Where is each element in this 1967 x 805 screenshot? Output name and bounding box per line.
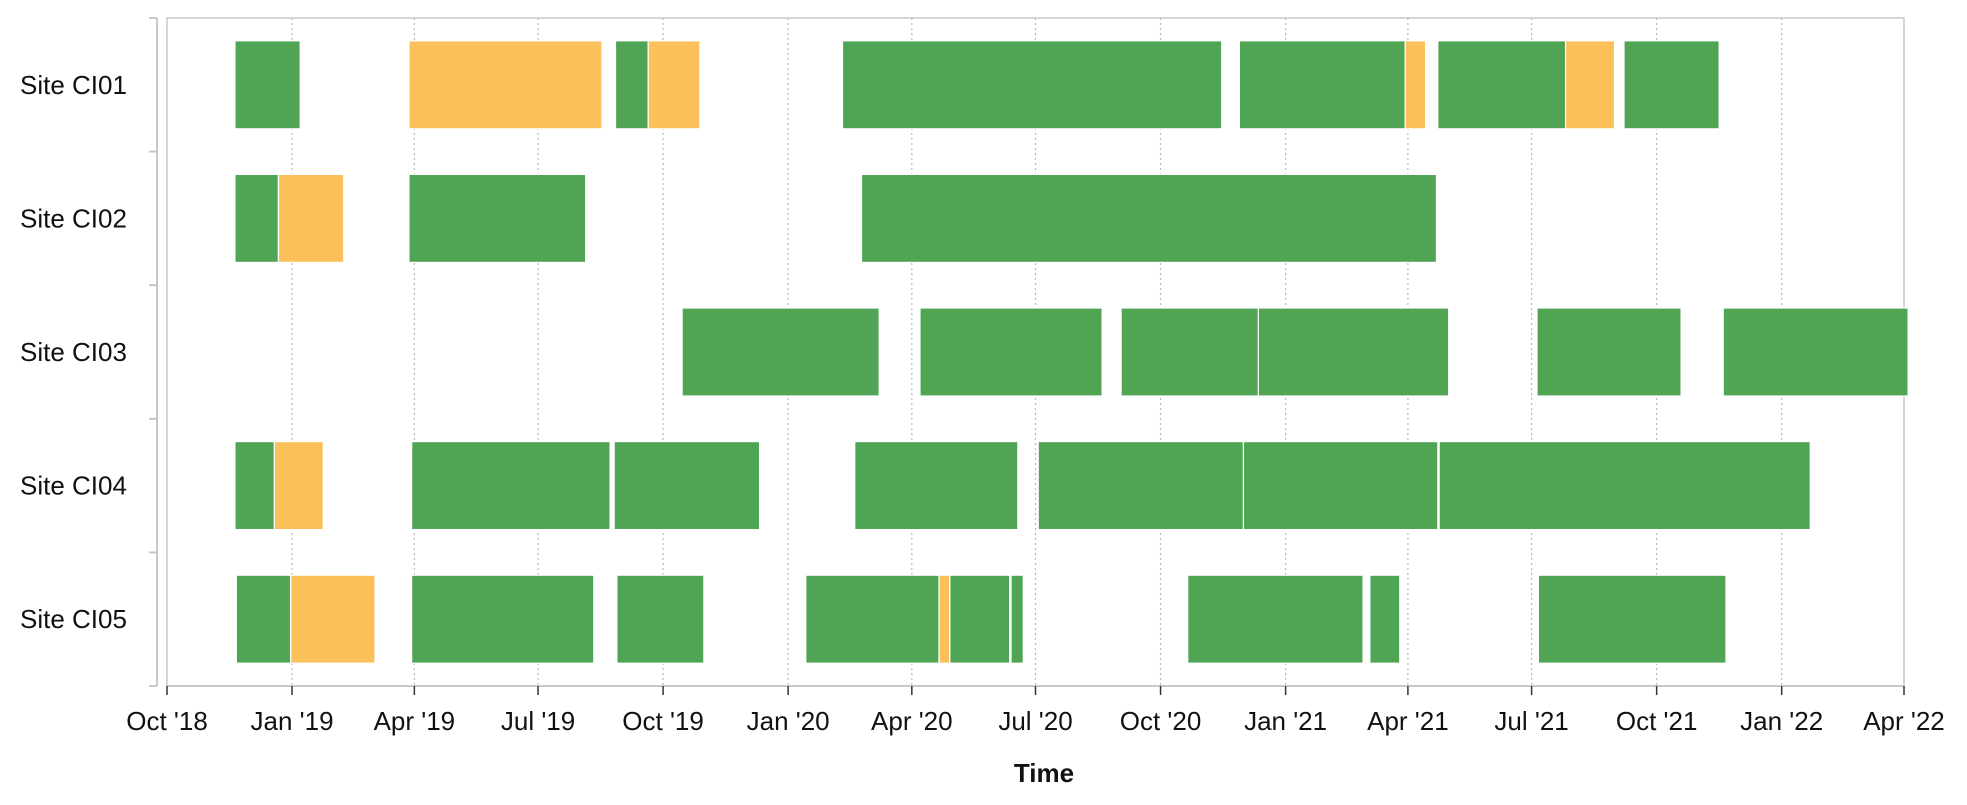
- timeline-bar-orange: [408, 40, 603, 130]
- timeline-bar-green: [235, 574, 292, 664]
- timeline-bar-green: [949, 574, 1011, 664]
- x-tick-label: Apr '20: [871, 706, 953, 736]
- x-tick-label: Jan '22: [1740, 706, 1823, 736]
- timeline-bar-green: [408, 173, 587, 263]
- timeline-bar-green: [411, 574, 595, 664]
- timeline-bar-orange: [290, 574, 376, 664]
- timeline-bar-orange: [273, 441, 324, 531]
- timeline-bar-green: [411, 441, 611, 531]
- timeline-bar-green: [919, 307, 1103, 397]
- timeline-bar-green: [1187, 574, 1364, 664]
- timeline-bar-green: [1623, 40, 1720, 130]
- axis-layer: Site CI01 Site CI02 Site CI03 Site CI04 Site…: [20, 17, 1945, 736]
- timeline-bar-green: [1242, 441, 1439, 531]
- timeline-bar-green: [1238, 40, 1406, 130]
- y-category-label: Site CI03: [20, 337, 127, 367]
- x-tick-label: Apr '21: [1367, 706, 1449, 736]
- timeline-bar-orange: [1404, 40, 1427, 130]
- timeline-bar-green: [1257, 307, 1450, 397]
- timeline-bar-green: [614, 40, 649, 130]
- timeline-bar-green: [1537, 574, 1727, 664]
- x-tick-label: Oct '18: [126, 706, 208, 736]
- timeline-bar-green: [1437, 40, 1567, 130]
- x-axis-title: Time: [1014, 758, 1074, 788]
- x-tick-label: Jan '19: [251, 706, 334, 736]
- timeline-bar-green: [805, 574, 940, 664]
- timeline-bar-orange: [938, 574, 951, 664]
- timeline-bar-orange: [277, 173, 345, 263]
- timeline-bar-green: [681, 307, 880, 397]
- timeline-bar-green: [1438, 441, 1811, 531]
- x-tick-label: Jan '20: [747, 706, 830, 736]
- y-category-label: Site CI05: [20, 604, 127, 634]
- bars-layer: [234, 40, 1909, 664]
- timeline-bar-green: [1369, 574, 1401, 664]
- x-tick-label: Jan '21: [1244, 706, 1327, 736]
- timeline-bar-green: [234, 40, 301, 130]
- timeline-bar-green: [854, 441, 1019, 531]
- timeline-bar-orange: [1564, 40, 1616, 130]
- y-category-label: Site CI02: [20, 203, 127, 233]
- timeline-bar-green: [1536, 307, 1682, 397]
- x-tick-label: Oct '21: [1616, 706, 1698, 736]
- x-tick-label: Oct '20: [1120, 706, 1202, 736]
- y-category-label: Site CI04: [20, 471, 127, 501]
- timeline-bar-green: [860, 173, 1438, 263]
- x-tick-label: Apr '19: [374, 706, 456, 736]
- x-tick-label: Jul '19: [501, 706, 575, 736]
- timeline-bar-orange: [647, 40, 701, 130]
- timeline-bar-green: [1120, 307, 1260, 397]
- x-tick-label: Apr '22: [1863, 706, 1945, 736]
- timeline-bar-green: [234, 173, 280, 263]
- x-tick-label: Jul '20: [998, 706, 1072, 736]
- timeline-bar-green: [234, 441, 275, 531]
- timeline-bar-green: [1037, 441, 1245, 531]
- x-tick-label: Jul '21: [1494, 706, 1568, 736]
- timeline-bar-green: [841, 40, 1223, 130]
- timeline-bar-green: [616, 574, 705, 664]
- timeline-bar-green: [613, 441, 761, 531]
- timeline-bar-green: [1010, 574, 1024, 664]
- x-tick-label: Oct '19: [622, 706, 704, 736]
- timeline-bar-green: [1722, 307, 1909, 397]
- y-category-label: Site CI01: [20, 70, 127, 100]
